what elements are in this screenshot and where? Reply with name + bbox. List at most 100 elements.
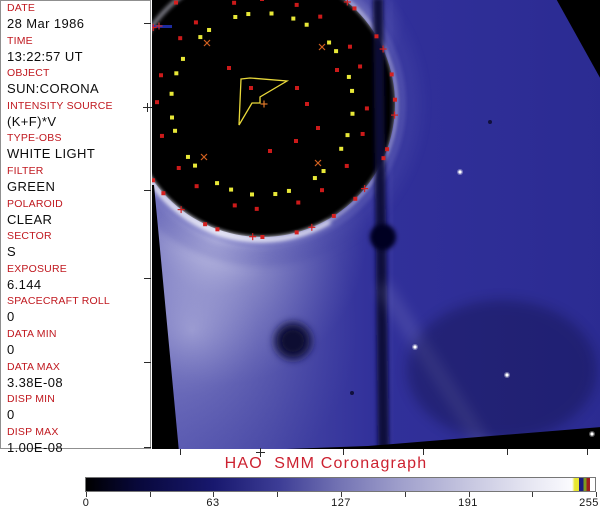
calibration-dot [331,213,336,218]
colorbar-tick [213,492,214,497]
calibration-plus [346,0,348,6]
metadata-row: OBJECT SUN:CORONA [7,67,147,97]
field-label: DATE [7,2,36,14]
axis-tick [147,103,148,112]
calibration-dot [344,163,349,168]
metadata-row: FILTER GREEN [7,166,147,195]
colorbar-tick [277,492,278,497]
dark-speck [488,120,492,124]
colorbar-tick [532,492,533,497]
metadata-row: TYPE-OBS WHITE LIGHT [7,132,147,162]
field-label: TYPE-OBS [7,132,62,145]
contour-outline [238,77,290,126]
calibration-dot [360,131,365,136]
calibration-dot [335,68,339,72]
field-value: WHITE LIGHT [7,146,96,162]
field-value: 3.38E-08 [7,374,63,390]
calibration-plus [180,206,182,214]
calibration-dot [178,36,183,41]
calibration-dot [176,165,181,170]
calibration-dot [291,16,296,21]
calibration-dot [193,163,198,168]
calibration-dot [345,133,350,138]
calibration-cross [318,43,326,51]
calibration-dot [174,71,179,76]
field-value: 13:22:57 UT [7,48,83,64]
field-label: EXPOSURE [7,262,67,275]
calibration-dot [227,66,231,70]
field-label: SPACECRAFT ROLL [7,295,110,308]
calibration-dot [294,2,299,7]
star [505,373,509,377]
axis-tick [144,190,151,191]
calibration-dot [152,178,156,183]
field-label: POLAROID [7,197,63,210]
calibration-dot [207,27,212,32]
metadata-row: SECTOR S [7,230,147,260]
calibration-cross [203,39,211,47]
calibration-dot [304,22,309,27]
calibration-dot [273,192,278,197]
calibration-dot [353,196,358,201]
pylon-edge-glow [390,0,393,449]
metadata-row: TIME 13:22:57 UT [7,35,147,64]
calibration-dot [173,128,178,133]
field-value: SUN:CORONA [7,81,100,97]
field-value: 0 [7,309,15,325]
calibration-dot [286,188,291,193]
calibration-dot [215,181,220,186]
calibration-dot [260,234,265,239]
colorbar-tick [341,492,342,497]
diffraction-ring [152,0,415,257]
metadata-panel: DATE 28 Mar 1986 TIME 13:22:57 UT OBJECT SUN:… [0,0,151,455]
calibration-dot [352,6,357,11]
metadata-row: DATE 28 Mar 1986 [7,2,147,32]
field-value: 6.144 [7,276,42,292]
calibration-plus [152,26,157,29]
colorbar-tick [596,492,597,497]
calibration-plus [152,24,154,32]
colorbar-label: 255 [579,497,599,509]
calibration-dot [254,206,259,211]
calibration-dot [339,146,344,151]
metadata-row: EXPOSURE 6.144 [7,262,147,292]
calibration-dot [316,126,320,130]
colorbar-label: 63 [206,497,220,509]
axis-tick [260,448,261,457]
dark-speck [350,391,354,395]
calibration-dot [185,154,190,159]
calibration-dot [193,20,198,25]
field-label: SECTOR [7,230,52,243]
field-label: DISP MAX [7,425,59,438]
calibration-dot [374,34,379,39]
coronagraph-image [152,0,600,449]
field-label: OBJECT [7,67,50,80]
calibration-dot [268,149,272,153]
coronagraph-scene [152,0,600,449]
calibration-dot [194,184,199,189]
metadata-row: POLAROID CLEAR [7,197,147,227]
frame-edge-bottom [286,427,600,449]
calibration-dot [159,133,164,138]
field-value: 1.00E-08 [7,439,63,455]
field-value: 0 [7,407,15,423]
calibration-dot [312,176,317,181]
occulter-rim-bright-arc [152,179,331,242]
axis-tick [144,23,151,24]
field-value: GREEN [7,179,56,194]
calibration-plus [311,223,313,231]
calibration-dot [392,97,397,102]
calibration-dot [229,187,234,192]
field-label: INTENSITY SOURCE [7,99,113,112]
field-value: (K+F)*V [7,113,57,129]
plot-title: HAO SMM Coronagraph [224,455,428,472]
calibration-dot [250,192,255,197]
calibration-overlay [152,0,595,437]
field-value: S [7,244,17,260]
calibration-dot [350,88,355,93]
axis-tick [587,449,588,455]
calibration-dot [173,0,178,5]
star [590,432,594,436]
dust-blob-core [282,330,304,352]
